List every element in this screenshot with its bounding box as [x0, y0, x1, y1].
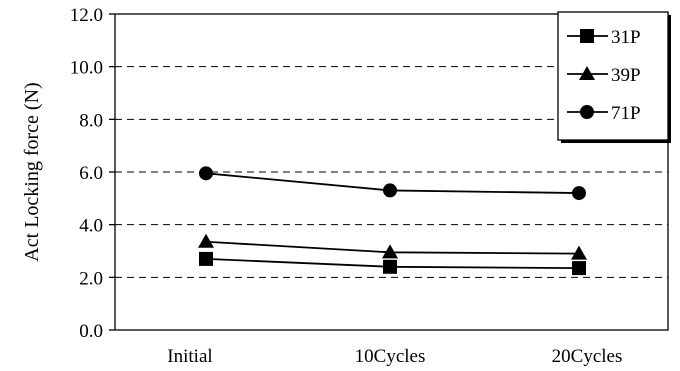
x-tick-label: 20Cycles: [552, 346, 623, 367]
legend-label: 39P: [611, 65, 641, 86]
x-axis-ticks: Initial 10Cycles 20Cycles: [167, 346, 622, 367]
x-tick-label: 10Cycles: [355, 346, 426, 367]
y-tick-label: 6.0: [79, 163, 103, 184]
y-tick-label: 8.0: [79, 110, 103, 131]
data-point: [571, 245, 587, 260]
series-layer: [198, 166, 587, 276]
series-31P: [199, 251, 586, 276]
legend-entry: 71P: [567, 103, 641, 124]
data-point: [572, 186, 586, 201]
legend-marker: [580, 29, 594, 43]
y-tick-label: 10.0: [70, 58, 103, 79]
legend-marker: [579, 66, 595, 80]
data-point: [199, 166, 213, 181]
legend-marker: [580, 105, 594, 119]
series-71P: [199, 166, 586, 201]
data-point: [382, 244, 398, 259]
y-tick-label: 2.0: [79, 268, 103, 289]
y-axis-title: Act Locking force (N): [21, 82, 43, 261]
y-tick-label: 12.0: [70, 5, 103, 26]
legend-box: [557, 11, 669, 141]
data-point: [198, 233, 214, 248]
data-point: [383, 183, 397, 198]
legend-label: 31P: [611, 27, 641, 48]
y-axis-ticks: 0.0 2.0 4.0 6.0 8.0 10.0 12.0: [70, 5, 115, 342]
data-point: [383, 259, 397, 274]
data-point: [572, 261, 586, 276]
legend-entry: 39P: [567, 65, 641, 86]
legend: 31P 39P 71P: [557, 11, 671, 143]
data-point: [199, 251, 213, 266]
y-tick-label: 4.0: [79, 216, 103, 237]
series-39P: [198, 233, 587, 260]
y-tick-label: 0.0: [79, 321, 103, 342]
legend-entry: 31P: [567, 27, 641, 48]
legend-label: 71P: [611, 103, 641, 124]
x-tick-label: Initial: [167, 346, 212, 367]
